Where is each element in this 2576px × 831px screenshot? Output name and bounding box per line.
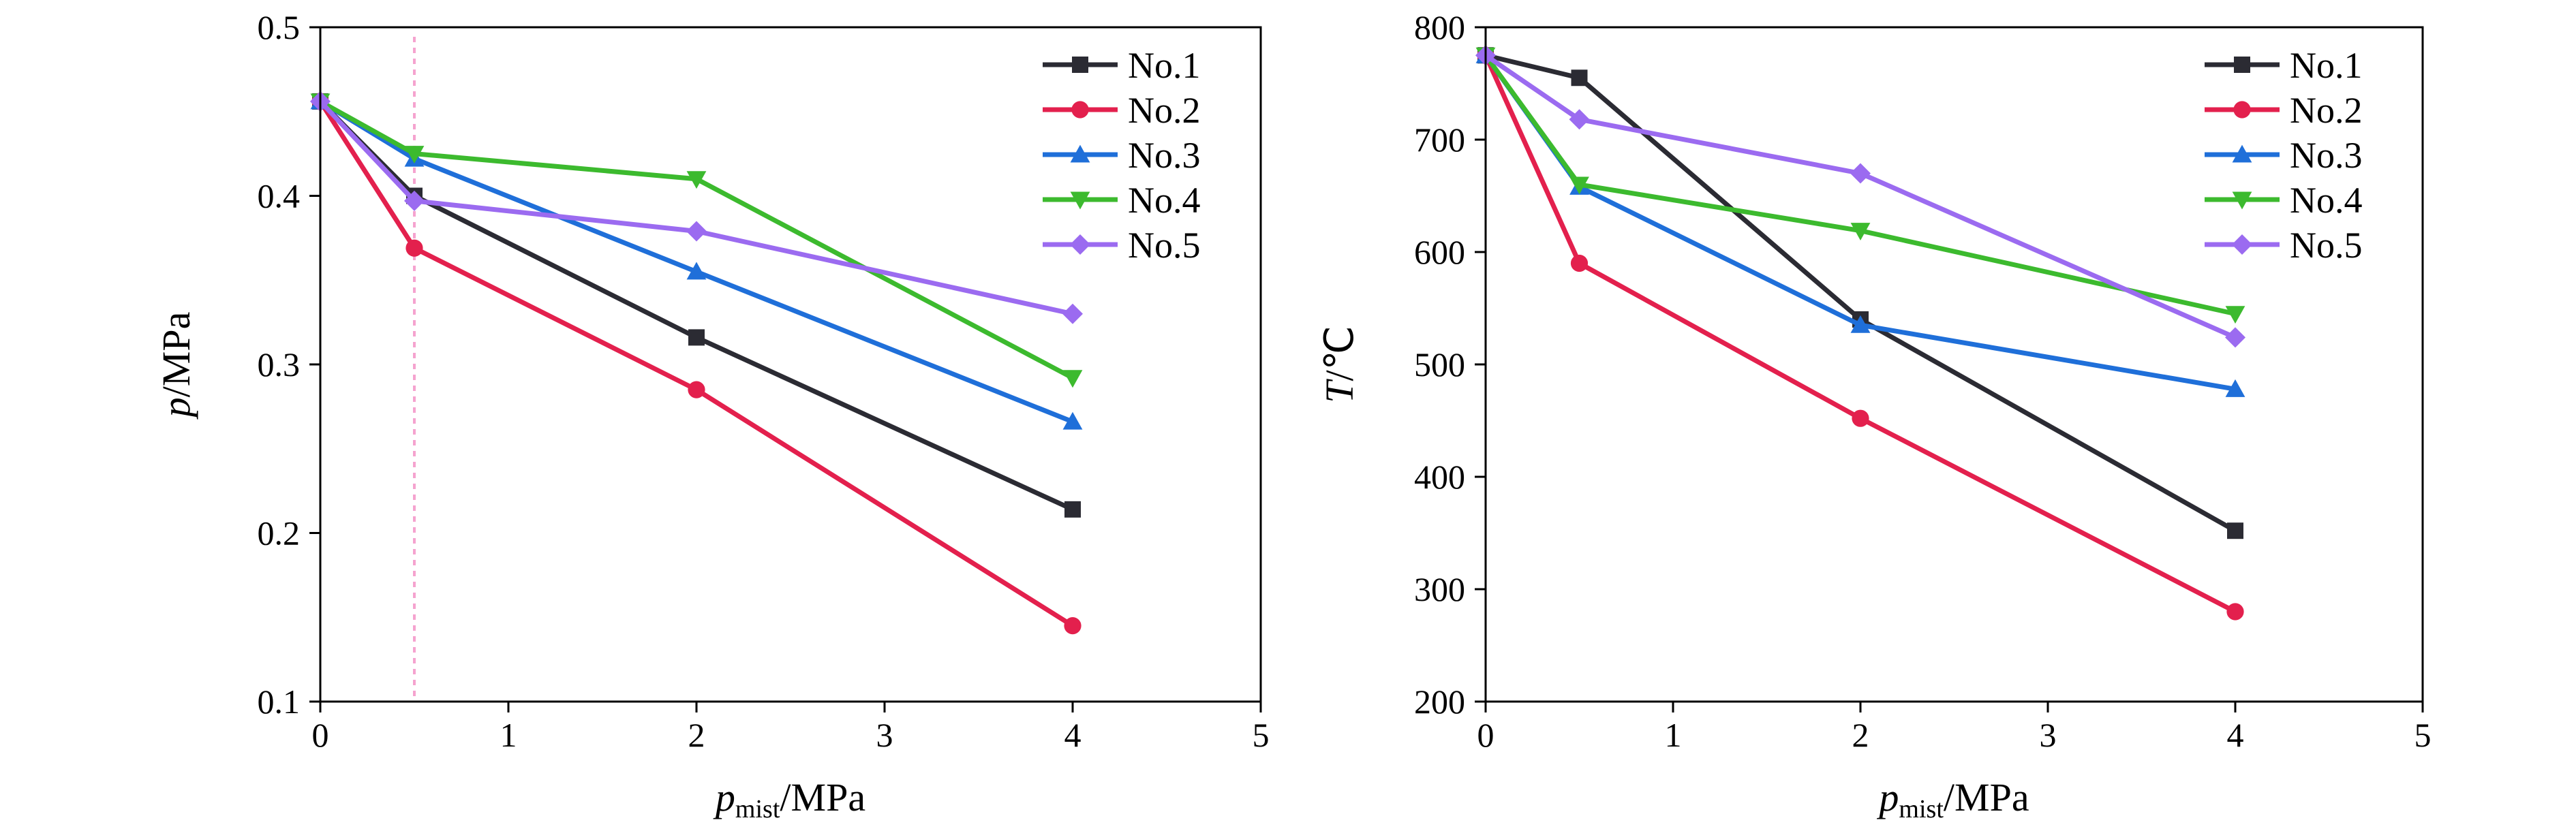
data-point-No.4-1: [1569, 176, 1589, 195]
y-tick-label: 600: [1414, 233, 1465, 271]
x-tick-label: 1: [500, 716, 517, 754]
legend-marker: [1072, 57, 1088, 73]
legend-marker: [2232, 144, 2252, 163]
data-point-No.2-2: [688, 381, 705, 398]
legend-item-No.5: No.5: [1043, 225, 1201, 266]
legend-label: No.3: [1128, 135, 1201, 176]
y-tick-label: 0.1: [258, 683, 301, 721]
series-line-No.5: [318, 99, 1073, 317]
legend-marker: [1070, 234, 1090, 255]
chart-temperature: 0 1 2 3 4 5 200 300 400 500 600 700 800 T/℃ pmist/MPa N…: [1317, 8, 2432, 824]
series-line-No.3: [1484, 54, 2236, 392]
data-point-No.5-3: [1062, 303, 1083, 324]
y-axis-label: T/℃: [1317, 326, 1362, 403]
x-tick-label: 0: [312, 716, 329, 754]
series-line-No.3: [319, 99, 1074, 424]
x-tick-label: 1: [1665, 716, 1682, 754]
legend-label: No.3: [2290, 135, 2363, 176]
y-tick-label: 700: [1414, 121, 1465, 159]
x-tick-label: 0: [1477, 716, 1494, 754]
legend-marker: [2234, 57, 2250, 73]
data-point-No.1-1: [1571, 69, 1588, 87]
data-point-No.4-3: [1062, 370, 1083, 388]
data-point-No.2-2: [1852, 409, 1869, 427]
x-tick-label: 2: [1852, 716, 1869, 754]
legend-item-No.4: No.4: [1043, 180, 1201, 221]
series-line-No.4: [1484, 54, 2236, 317]
y-tick-label: 400: [1414, 458, 1465, 496]
legend-label: No.4: [1128, 180, 1201, 221]
x-tick-label: 5: [1253, 716, 1270, 754]
y-tick-label: 0.5: [258, 8, 301, 46]
legend-marker: [2232, 234, 2252, 255]
data-point-No.3-3: [2225, 379, 2245, 397]
series-line-No.1: [318, 99, 1074, 512]
legend-item-No.5: No.5: [2205, 225, 2363, 266]
y-tick-label: 500: [1414, 345, 1465, 383]
data-point-No.2-3: [1064, 617, 1082, 635]
x-tick-label: 4: [1064, 716, 1082, 754]
data-point-No.2-1: [1570, 254, 1589, 272]
legend-marker: [1070, 191, 1090, 210]
legend-item-No.3: No.3: [1043, 135, 1201, 176]
legend-label: No.1: [2290, 45, 2363, 86]
x-tick-label: 5: [2414, 716, 2432, 754]
series-line-No.5: [1484, 53, 2237, 340]
data-point-No.2-3: [2226, 603, 2244, 621]
data-point-No.1-3: [1064, 501, 1081, 518]
data-point-No.2-1: [405, 239, 423, 257]
legend-label: No.4: [2290, 180, 2363, 221]
y-axis-label: p/MPa: [154, 312, 198, 420]
x-tick-label: 3: [876, 716, 893, 754]
data-point-No.4-1: [404, 146, 425, 164]
legend-label: No.5: [2290, 225, 2363, 266]
series-line-No.2: [318, 100, 1074, 628]
legend-marker: [2233, 101, 2251, 119]
x-tick-label: 3: [2040, 716, 2057, 754]
data-point-No.5-1: [404, 190, 425, 211]
x-tick-label: 2: [688, 716, 705, 754]
data-point-No.4-3: [2225, 306, 2245, 324]
y-tick-label: 300: [1414, 570, 1465, 608]
legend-marker: [2232, 191, 2252, 210]
y-tick-label: 0.2: [258, 514, 301, 552]
data-point-No.3-3: [1062, 411, 1083, 430]
legend-item-No.4: No.4: [2205, 180, 2363, 221]
data-point-No.3-2: [1850, 315, 1871, 333]
series-line-No.4: [319, 99, 1074, 380]
data-point-No.1-2: [688, 329, 705, 346]
legend-item-No.3: No.3: [2205, 135, 2363, 176]
legend-label: No.1: [1128, 45, 1201, 86]
chart-pressure: 0 1 2 3 4 50.10.20.30.40.5p/MPapmist/MPaNo.1N…: [154, 8, 1270, 824]
data-point-No.1-3: [2227, 522, 2243, 539]
x-axis-label: pmist/MPa: [1876, 775, 2029, 824]
x-tick-label: 4: [2227, 716, 2244, 754]
data-point-No.5-2: [1850, 163, 1871, 184]
legend-item-No.2: No.2: [1043, 90, 1201, 131]
data-point-No.4-2: [1850, 223, 1871, 241]
y-tick-label: 0.3: [258, 345, 301, 383]
x-axis-label: pmist/MPa: [713, 775, 865, 824]
y-tick-label: 800: [1414, 8, 1465, 46]
legend-label: No.5: [1128, 225, 1201, 266]
data-point-No.4-2: [686, 171, 707, 189]
data-point-No.5-3: [2225, 327, 2245, 348]
series-line-No.2: [1483, 54, 2237, 614]
data-point-No.5-2: [686, 221, 707, 242]
series-line-No.1: [1485, 52, 2237, 533]
data-point-No.5-1: [1569, 109, 1590, 130]
legend-item-No.1: No.1: [2205, 45, 2363, 86]
legend-label: No.2: [2290, 90, 2363, 131]
legend-item-No.2: No.2: [2205, 90, 2363, 131]
legend-marker: [1070, 144, 1090, 163]
legend-marker: [1071, 101, 1089, 119]
legend-label: No.2: [1128, 90, 1201, 131]
data-point-No.3-2: [686, 262, 707, 280]
y-tick-label: 200: [1414, 683, 1465, 721]
y-tick-label: 0.4: [258, 177, 301, 215]
legend-item-No.1: No.1: [1043, 45, 1201, 86]
plot-frame: [319, 26, 1262, 703]
